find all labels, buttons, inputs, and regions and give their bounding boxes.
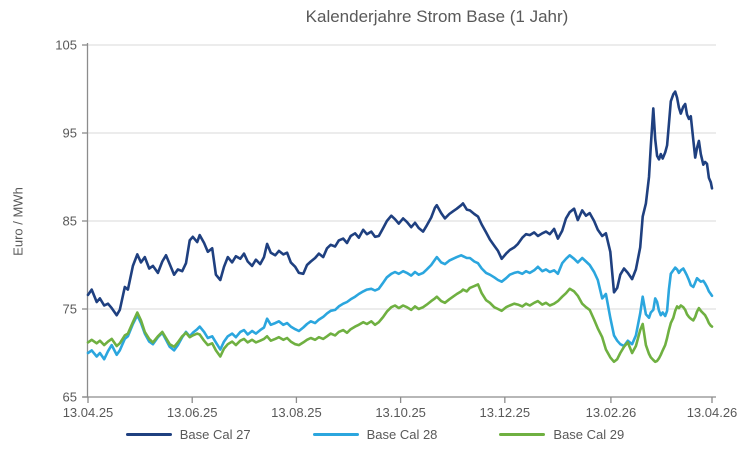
x-tick-label: 13.12.25 [480,405,531,420]
series-line-base-cal-27 [86,90,714,317]
y-tick-label: 105 [55,38,77,53]
legend-label: Base Cal 27 [179,427,251,442]
x-tick-label: 13.08.25 [271,405,322,420]
legend-item-base-cal-29: Base Cal 29 [499,427,624,442]
legend: Base Cal 27 Base Cal 28 Base Cal 29 [0,427,750,442]
series-line-base-cal-28 [86,254,714,361]
y-tick-label: 75 [63,302,77,317]
y-tick-label: 85 [63,214,77,229]
legend-item-base-cal-28: Base Cal 28 [312,427,438,442]
x-tick-label: 13.02.26 [586,405,637,420]
y-tick-label: 65 [63,390,77,405]
plot-area: 65 75 85 95 105 13.04.25 13.06.25 13.08.25 13.10… [55,38,738,421]
x-tick-label: 13.04.25 [63,405,114,420]
y-tick-label: 95 [63,126,77,141]
series-line-base-cal-29 [86,283,714,364]
x-tick-label: 13.04.26 [687,405,738,420]
chart-title: Kalenderjahre Strom Base (1 Jahr) [305,7,569,26]
legend-swatch-base-cal-27 [125,433,172,436]
legend-label: Base Cal 29 [553,427,625,442]
legend-item-base-cal-27: Base Cal 27 [125,427,251,442]
legend-swatch-base-cal-28 [312,433,359,436]
legend-label: Base Cal 28 [366,427,438,442]
x-tick-label: 13.06.25 [167,405,218,420]
legend-swatch-base-cal-29 [499,433,546,436]
x-tick-label: 13.10.25 [375,405,426,420]
